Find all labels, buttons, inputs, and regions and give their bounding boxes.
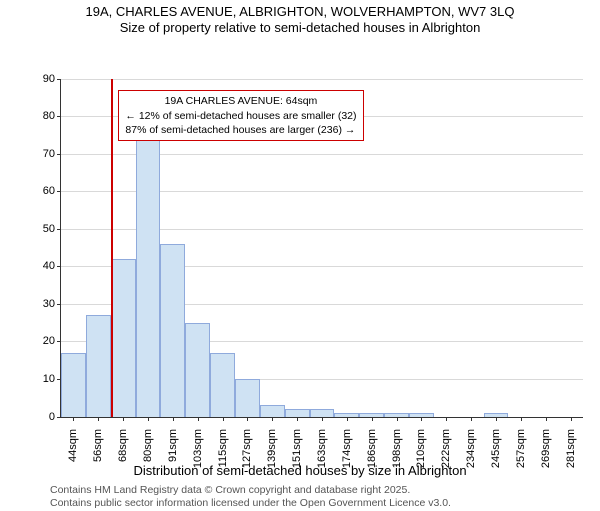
xtick-label: 115sqm <box>217 429 229 467</box>
ytick-mark <box>57 341 61 342</box>
ytick-label: 0 <box>49 411 55 423</box>
histogram-bar <box>260 405 285 416</box>
xtick-label: 210sqm <box>415 429 427 468</box>
footer-line-2: Contains public sector information licen… <box>50 497 592 511</box>
xtick-label: 127sqm <box>241 429 253 468</box>
footer: Contains HM Land Registry data © Crown c… <box>0 478 600 511</box>
ytick-label: 70 <box>43 148 55 160</box>
xtick-mark <box>471 417 472 421</box>
xtick-label: 80sqm <box>142 429 154 462</box>
ytick-label: 80 <box>43 110 55 122</box>
gridline <box>61 79 583 80</box>
xtick-mark <box>272 417 273 421</box>
ytick-mark <box>57 417 61 418</box>
xtick-label: 44sqm <box>67 429 79 462</box>
xtick-mark <box>297 417 298 421</box>
annotation-line: 87% of semi-detached houses are larger (… <box>125 123 356 137</box>
ytick-mark <box>57 191 61 192</box>
xtick-mark <box>98 417 99 421</box>
xtick-mark <box>521 417 522 421</box>
xtick-label: 103sqm <box>192 429 204 468</box>
chart-area: Number of semi-detached properties 01020… <box>0 37 600 461</box>
ytick-mark <box>57 79 61 80</box>
reference-line <box>111 79 113 417</box>
ytick-label: 60 <box>43 185 55 197</box>
title-line-2: Size of property relative to semi-detach… <box>0 20 600 36</box>
plot-area: 010203040506070809044sqm56sqm68sqm80sqm9… <box>60 79 583 418</box>
ytick-label: 40 <box>43 260 55 272</box>
xtick-label: 174sqm <box>341 429 353 468</box>
title-line-1: 19A, CHARLES AVENUE, ALBRIGHTON, WOLVERH… <box>0 4 600 20</box>
chart-title: 19A, CHARLES AVENUE, ALBRIGHTON, WOLVERH… <box>0 0 600 37</box>
histogram-bar <box>160 244 185 417</box>
xtick-label: 245sqm <box>490 429 502 468</box>
xtick-mark <box>73 417 74 421</box>
ytick-mark <box>57 304 61 305</box>
ytick-label: 50 <box>43 223 55 235</box>
histogram-bar <box>210 353 235 417</box>
annotation-box: 19A CHARLES AVENUE: 64sqm← 12% of semi-d… <box>118 90 363 141</box>
ytick-mark <box>57 229 61 230</box>
xtick-mark <box>571 417 572 421</box>
histogram-bar <box>111 259 136 417</box>
xtick-label: 91sqm <box>167 429 179 462</box>
xtick-label: 163sqm <box>316 429 328 468</box>
xtick-label: 257sqm <box>515 429 527 468</box>
histogram-bar <box>185 323 210 417</box>
histogram-bar <box>136 135 161 417</box>
histogram-bar <box>285 409 310 417</box>
xtick-label: 222sqm <box>440 429 452 468</box>
footer-line-1: Contains HM Land Registry data © Crown c… <box>50 484 592 498</box>
ytick-label: 30 <box>43 298 55 310</box>
xtick-mark <box>496 417 497 421</box>
xtick-mark <box>446 417 447 421</box>
xtick-mark <box>546 417 547 421</box>
xtick-mark <box>322 417 323 421</box>
histogram-bar <box>235 379 260 417</box>
ytick-label: 20 <box>43 335 55 347</box>
annotation-line: 19A CHARLES AVENUE: 64sqm <box>125 94 356 108</box>
xtick-mark <box>148 417 149 421</box>
xtick-mark <box>223 417 224 421</box>
xtick-label: 186sqm <box>366 429 378 468</box>
xtick-label: 68sqm <box>117 429 129 462</box>
xtick-mark <box>247 417 248 421</box>
xtick-mark <box>397 417 398 421</box>
ytick-label: 10 <box>43 373 55 385</box>
annotation-line: ← 12% of semi-detached houses are smalle… <box>125 109 356 123</box>
xtick-label: 139sqm <box>266 429 278 468</box>
xtick-mark <box>372 417 373 421</box>
histogram-bar <box>310 409 335 417</box>
histogram-bar <box>61 353 86 417</box>
xtick-label: 269sqm <box>540 429 552 468</box>
xtick-label: 198sqm <box>391 429 403 468</box>
xtick-label: 151sqm <box>291 429 303 468</box>
xtick-mark <box>123 417 124 421</box>
ytick-label: 90 <box>43 73 55 85</box>
histogram-bar <box>86 315 111 416</box>
ytick-mark <box>57 116 61 117</box>
xtick-label: 281sqm <box>565 429 577 468</box>
xtick-mark <box>347 417 348 421</box>
xtick-mark <box>198 417 199 421</box>
ytick-mark <box>57 154 61 155</box>
xtick-label: 56sqm <box>92 429 104 462</box>
xtick-mark <box>173 417 174 421</box>
xtick-mark <box>421 417 422 421</box>
ytick-mark <box>57 266 61 267</box>
xtick-label: 234sqm <box>465 429 477 468</box>
